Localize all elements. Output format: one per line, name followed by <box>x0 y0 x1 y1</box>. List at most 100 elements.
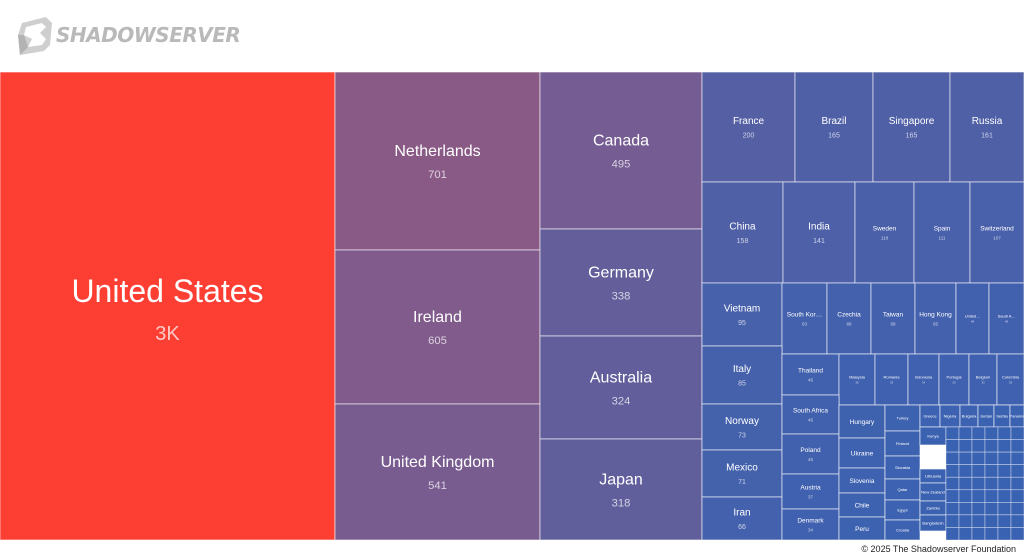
tile-slovakia[interactable]: Slovakia <box>884 455 921 480</box>
tile-taiwan[interactable]: Taiwan 68 <box>870 282 916 355</box>
tile-brazil[interactable]: Brazil 165 <box>794 72 874 183</box>
tile-united[interactable]: United… 48 <box>955 282 990 355</box>
tile-mexico[interactable]: Mexico 71 <box>701 449 783 498</box>
tile-malaysia[interactable]: Malaysia 36 <box>838 353 876 406</box>
tile-small-country[interactable] <box>984 489 999 503</box>
tile-romania[interactable]: Romania 33 <box>874 353 909 406</box>
tile-small-country[interactable] <box>997 527 1012 540</box>
tile-small-country[interactable] <box>958 502 973 516</box>
tile-small-country[interactable] <box>945 502 960 516</box>
tile-switzerland[interactable]: Switzerland 107 <box>969 181 1024 284</box>
tile-jordan[interactable]: Jordan <box>977 404 995 428</box>
tile-small-country[interactable] <box>1010 476 1024 491</box>
tile-peru[interactable]: Peru <box>838 516 886 540</box>
tile-united-kingdom[interactable]: United Kingdom 541 <box>334 403 541 540</box>
tile-greece[interactable]: Greece <box>919 404 941 428</box>
tile-singapore[interactable]: Singapore 165 <box>872 72 951 183</box>
tile-small-country[interactable] <box>958 514 973 528</box>
tile-iran[interactable]: Iran 66 <box>701 496 783 540</box>
tile-sweden[interactable]: Sweden 118 <box>854 181 915 284</box>
tile-small-country[interactable] <box>1010 451 1024 465</box>
tile-ireland[interactable]: Ireland 605 <box>334 249 541 405</box>
tile-netherlands[interactable]: Netherlands 701 <box>334 72 541 251</box>
tile-egypt[interactable]: Egypt <box>884 499 921 521</box>
tile-small-country[interactable] <box>1010 514 1024 528</box>
tile-small-country[interactable] <box>958 489 973 503</box>
tile-small-country[interactable] <box>984 502 999 516</box>
tile-austria[interactable]: Austria 37 <box>781 473 840 510</box>
tile-canada[interactable]: Canada 495 <box>539 72 703 230</box>
tile-small-country[interactable] <box>984 514 999 528</box>
tile-new-zealand[interactable]: New Zealand <box>919 482 947 502</box>
tile-small-country[interactable] <box>945 489 960 503</box>
tile-ukraine[interactable]: Ukraine <box>838 437 886 469</box>
tile-belgium[interactable]: Belgium 33 <box>968 353 998 406</box>
tile-small-country[interactable] <box>971 439 986 453</box>
tile-hong-kong[interactable]: Hong Kong 65 <box>914 282 957 355</box>
tile-portugal[interactable]: Portugal 33 <box>938 353 970 406</box>
tile-small-country[interactable] <box>1010 502 1024 516</box>
tile-small-country[interactable] <box>1010 426 1024 440</box>
tile-small-country[interactable] <box>971 502 986 516</box>
tile-small-country[interactable] <box>997 439 1012 453</box>
tile-serbia[interactable]: Serbia <box>993 404 1011 428</box>
tile-small-country[interactable] <box>997 464 1012 478</box>
tile-small-country[interactable] <box>958 426 973 440</box>
tile-small-country[interactable] <box>1010 464 1024 478</box>
tile-small-country[interactable] <box>997 502 1012 516</box>
tile-small-country[interactable] <box>984 426 999 440</box>
tile-small-country[interactable] <box>984 527 999 540</box>
tile-small-country[interactable] <box>971 464 986 478</box>
tile-small-country[interactable] <box>971 476 986 491</box>
tile-small-country[interactable] <box>958 451 973 465</box>
tile-small-country[interactable] <box>945 451 960 465</box>
tile-croatia[interactable]: Croatia <box>884 519 921 540</box>
tile-small-country[interactable] <box>958 527 973 540</box>
tile-small-country[interactable] <box>945 439 960 453</box>
tile-vietnam[interactable]: Vietnam 95 <box>701 282 783 347</box>
tile-saudi-a[interactable]: Saudi A… 46 <box>988 282 1024 355</box>
tile-lithuania[interactable]: Lithuania <box>919 468 947 484</box>
tile-china[interactable]: China 158 <box>701 181 784 284</box>
tile-japan[interactable]: Japan 318 <box>539 438 703 540</box>
tile-zambia[interactable]: Zambia <box>919 500 947 516</box>
tile-italy[interactable]: Italy 85 <box>701 345 783 405</box>
tile-small-country[interactable] <box>945 426 960 440</box>
tile-germany[interactable]: Germany 338 <box>539 228 703 337</box>
tile-small-country[interactable] <box>958 439 973 453</box>
tile-chile[interactable]: Chile <box>838 492 886 518</box>
tile-small-country[interactable] <box>984 451 999 465</box>
tile-kenya[interactable]: Kenya <box>919 426 947 446</box>
tile-panama[interactable]: Panama <box>1009 404 1024 428</box>
tile-small-country[interactable] <box>997 476 1012 491</box>
tile-small-country[interactable] <box>971 489 986 503</box>
tile-small-country[interactable] <box>984 439 999 453</box>
tile-denmark[interactable]: Denmark 34 <box>781 508 840 540</box>
tile-small-country[interactable] <box>971 451 986 465</box>
tile-small-country[interactable] <box>945 464 960 478</box>
tile-bulgaria[interactable]: Bulgaria <box>959 404 979 428</box>
tile-poland[interactable]: Poland 45 <box>781 433 840 475</box>
tile-india[interactable]: India 141 <box>782 181 856 284</box>
tile-czechia[interactable]: Czechia 68 <box>826 282 872 355</box>
tile-small-country[interactable] <box>997 489 1012 503</box>
tile-indonesia[interactable]: Indonesia 34 <box>907 353 940 406</box>
tile-small-country[interactable] <box>971 514 986 528</box>
tile-small-country[interactable] <box>984 476 999 491</box>
tile-small-country[interactable] <box>997 451 1012 465</box>
tile-nigeria[interactable]: Nigeria <box>939 404 961 428</box>
tile-small-country[interactable] <box>945 476 960 491</box>
tile-small-country[interactable] <box>984 464 999 478</box>
tile-small-country[interactable] <box>997 426 1012 440</box>
tile-small-country[interactable] <box>958 476 973 491</box>
tile-france[interactable]: France 200 <box>701 72 796 183</box>
tile-small-country[interactable] <box>971 426 986 440</box>
tile-small-country[interactable] <box>945 527 960 540</box>
tile-thailand[interactable]: Thailand 46 <box>781 353 840 396</box>
tile-finland[interactable]: Finland <box>884 430 921 457</box>
tile-bangladesh[interactable]: Bangladesh <box>919 514 947 532</box>
tile-turkey[interactable]: Turkey <box>884 404 921 432</box>
tile-australia[interactable]: Australia 324 <box>539 335 703 440</box>
tile-russia[interactable]: Russia 161 <box>949 72 1024 183</box>
tile-norway[interactable]: Norway 73 <box>701 403 783 451</box>
